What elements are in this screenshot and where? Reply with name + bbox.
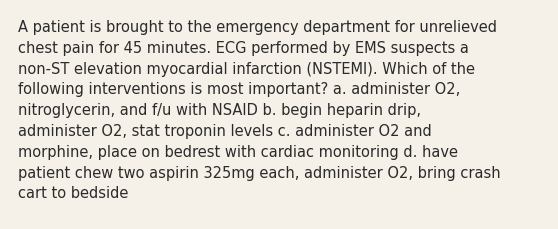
Text: chest pain for 45 minutes. ECG performed by EMS suspects a: chest pain for 45 minutes. ECG performed… [18,41,469,56]
Text: patient chew two aspirin 325mg each, administer O2, bring crash: patient chew two aspirin 325mg each, adm… [18,165,501,180]
Text: following interventions is most important? a. administer O2,: following interventions is most importan… [18,82,460,97]
Text: administer O2, stat troponin levels c. administer O2 and: administer O2, stat troponin levels c. a… [18,123,432,138]
Text: morphine, place on bedrest with cardiac monitoring d. have: morphine, place on bedrest with cardiac … [18,144,458,159]
Text: nitroglycerin, and f/u with NSAID b. begin heparin drip,: nitroglycerin, and f/u with NSAID b. beg… [18,103,421,118]
Text: non-ST elevation myocardial infarction (NSTEMI). Which of the: non-ST elevation myocardial infarction (… [18,61,475,76]
Text: cart to bedside: cart to bedside [18,185,128,201]
Text: A patient is brought to the emergency department for unrelieved: A patient is brought to the emergency de… [18,20,497,35]
